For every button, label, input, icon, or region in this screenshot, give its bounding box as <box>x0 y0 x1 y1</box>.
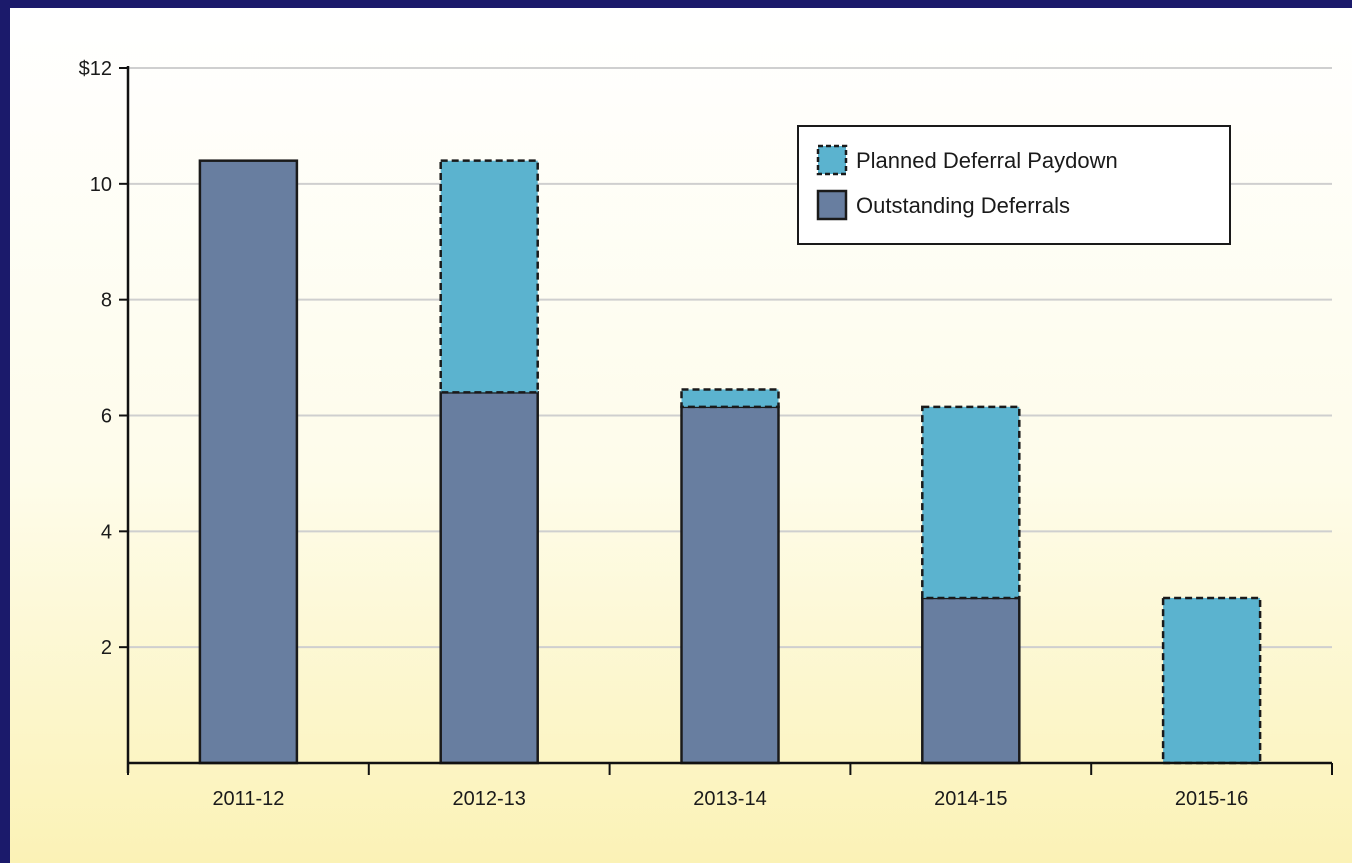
legend: Planned Deferral Paydown Outstanding Defe… <box>797 125 1231 245</box>
bar-planned-deferral-paydown <box>680 388 780 409</box>
x-tick-labels: 2011-12 2012-13 2013-14 2014-15 2015-16 <box>212 788 1248 810</box>
x-tick-label: 2014-15 <box>934 788 1007 810</box>
x-tick-label: 2015-16 <box>1175 788 1248 810</box>
y-tick-label: 8 <box>101 290 112 312</box>
bar-outstanding-deferrals <box>921 596 1021 765</box>
y-tick-label: 2 <box>101 637 112 659</box>
legend-swatch <box>816 144 848 176</box>
x-tick-label: 2012-13 <box>452 788 525 810</box>
y-tick-labels: 2 4 6 8 10 $12 <box>79 58 112 659</box>
bar-planned-deferral-paydown <box>1161 596 1262 765</box>
x-tick-label: 2011-12 <box>212 788 284 810</box>
legend-box <box>797 125 1231 245</box>
bar-planned-deferral-paydown <box>921 405 1021 600</box>
bar-outstanding-deferrals <box>680 405 780 765</box>
chart-frame: 2 4 6 8 10 $12 2011-12 2012-13 2013-14 2014-15 20… <box>10 8 1352 863</box>
y-tick-label: 10 <box>90 174 112 196</box>
y-tick-label: $12 <box>79 58 112 80</box>
bar-outstanding-deferrals <box>439 391 539 765</box>
bar-planned-deferral-paydown <box>439 159 539 394</box>
bar-outstanding-deferrals <box>198 159 299 765</box>
legend-label: Outstanding Deferrals <box>856 193 1070 218</box>
x-tick-label: 2013-14 <box>693 788 766 810</box>
legend-label: Planned Deferral Paydown <box>856 148 1118 173</box>
axes <box>119 66 1333 775</box>
legend-swatch <box>816 189 848 221</box>
bars <box>198 159 1262 765</box>
y-tick-label: 6 <box>101 406 112 428</box>
y-tick-label: 4 <box>101 521 112 543</box>
